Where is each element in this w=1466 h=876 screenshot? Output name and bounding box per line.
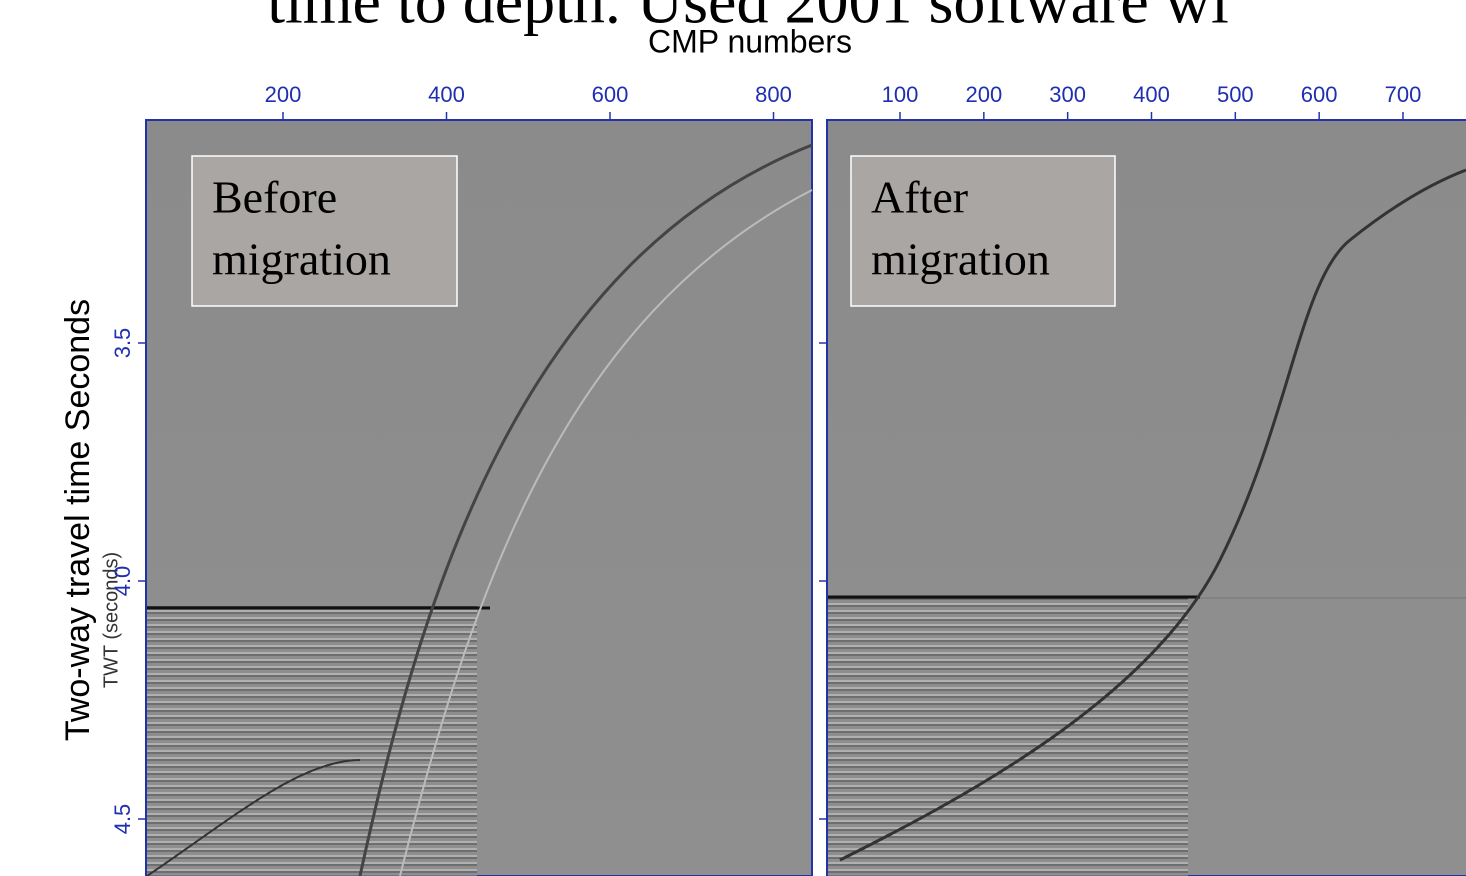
x-tick-label: 200 xyxy=(265,82,302,107)
x-tick-label: 600 xyxy=(1301,82,1338,107)
x-tick-label: 500 xyxy=(1217,82,1254,107)
x-tick-label: 800 xyxy=(755,82,792,107)
panel-label: After xyxy=(871,172,968,223)
x-tick-label: 700 xyxy=(1385,82,1422,107)
y-tick-label: 4.0 xyxy=(110,566,135,597)
panel-label: Before xyxy=(212,172,337,223)
panel-label: migration xyxy=(212,234,391,285)
y-tick-label: 4.5 xyxy=(110,804,135,835)
x-tick-label: 400 xyxy=(428,82,465,107)
y-axis-title: Two-way travel time Seconds xyxy=(59,299,97,741)
x-tick-label: 400 xyxy=(1133,82,1170,107)
x-axis-title: CMP numbers xyxy=(648,23,852,59)
x-tick-label: 200 xyxy=(965,82,1002,107)
x-tick-label: 600 xyxy=(592,82,629,107)
x-tick-label: 300 xyxy=(1049,82,1086,107)
y-tick-label: 3.5 xyxy=(110,328,135,359)
page: {"header": {"title": "time to depth. Use… xyxy=(0,0,1466,876)
slide: time to depth. Used 2001 software wi CMP… xyxy=(0,0,1466,876)
panel-label: migration xyxy=(871,234,1050,285)
x-tick-label: 100 xyxy=(882,82,919,107)
